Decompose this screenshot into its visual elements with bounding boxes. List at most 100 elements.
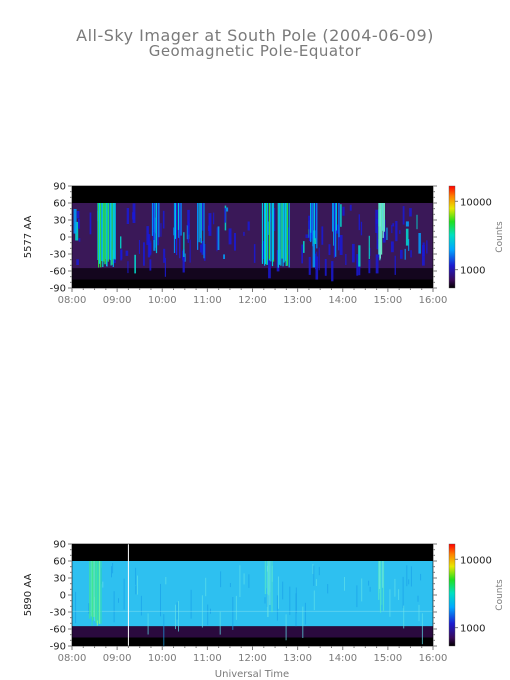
texture-streak xyxy=(405,221,409,227)
bright-band xyxy=(280,203,282,266)
bright-band xyxy=(102,203,104,267)
texture-streak xyxy=(313,590,315,611)
texture-streak xyxy=(313,565,315,586)
texture-streak xyxy=(405,228,409,246)
texture-streak xyxy=(178,601,179,632)
texture-streak xyxy=(187,209,190,226)
texture-streak xyxy=(228,228,232,245)
texture-streak xyxy=(220,571,222,588)
texture-streak xyxy=(235,595,237,620)
texture-streak xyxy=(416,214,418,230)
x-tick-label: 10:00 xyxy=(148,653,177,664)
texture-streak xyxy=(223,254,225,259)
bright-band xyxy=(379,203,381,259)
bright-band xyxy=(104,203,106,265)
y-tick-label: 90 xyxy=(53,182,66,193)
texture-streak xyxy=(404,248,406,260)
bright-band xyxy=(264,203,267,265)
bright-band xyxy=(335,203,337,257)
texture-streak xyxy=(219,611,221,635)
bright-band xyxy=(261,203,264,264)
texture-streak xyxy=(356,254,359,276)
bright-band xyxy=(288,203,290,268)
y-tick-label: 30 xyxy=(53,216,66,227)
bright-band xyxy=(266,203,268,265)
bright-band xyxy=(176,203,178,256)
texture-streak xyxy=(78,238,81,242)
y-tick-label: 60 xyxy=(53,199,66,210)
texture-streak xyxy=(75,221,79,241)
chart-subtitle: Geomagnetic Pole-Equator xyxy=(148,42,362,60)
texture-streak xyxy=(208,225,210,231)
texture-streak xyxy=(336,224,339,234)
texture-streak xyxy=(408,239,410,251)
x-tick-label: 10:00 xyxy=(148,295,177,306)
bright-band xyxy=(100,561,102,624)
texture-streak xyxy=(421,613,423,645)
bright-band xyxy=(265,561,267,589)
bright-band xyxy=(268,203,270,259)
texture-streak xyxy=(123,578,125,610)
bright-band xyxy=(100,203,102,268)
texture-streak xyxy=(308,256,311,275)
texture-streak xyxy=(209,215,211,235)
x-tick-label: 14:00 xyxy=(328,653,357,664)
y-axis-label: 5577 AA xyxy=(23,216,34,259)
texture-streak xyxy=(352,243,355,263)
bright-band xyxy=(282,203,284,267)
texture-streak xyxy=(394,255,396,275)
bright-band xyxy=(382,561,384,588)
texture-streak xyxy=(345,254,347,265)
texture-streak xyxy=(295,587,297,614)
texture-streak xyxy=(164,257,166,277)
texture-streak xyxy=(247,221,250,231)
bright-band xyxy=(270,203,272,262)
texture-streak xyxy=(232,597,234,630)
texture-streak xyxy=(358,214,360,231)
texture-streak xyxy=(234,233,236,251)
chart-title: All-Sky Imager at South Pole (2004-06-09… xyxy=(76,26,434,45)
x-tick-label: 16:00 xyxy=(419,653,448,664)
y-tick-label: -90 xyxy=(50,642,66,653)
texture-streak xyxy=(340,204,342,227)
colorbar-tick-label: 10000 xyxy=(460,555,492,566)
texture-streak xyxy=(183,232,185,257)
bright-band xyxy=(113,203,115,259)
texture-streak xyxy=(75,591,77,624)
bright-band xyxy=(316,203,318,249)
bright-band xyxy=(203,203,205,259)
texture-streak xyxy=(358,261,361,276)
bright-band xyxy=(98,203,100,268)
texture-streak xyxy=(137,575,138,595)
bright-band xyxy=(271,203,274,267)
texture-streak xyxy=(120,236,122,249)
x-tick-label: 08:00 xyxy=(58,653,87,664)
bright-band xyxy=(154,203,156,248)
texture-streak xyxy=(182,249,185,273)
bright-band xyxy=(266,203,268,265)
colorbar-label: Counts xyxy=(495,221,505,253)
texture-streak xyxy=(165,577,167,585)
bright-band xyxy=(103,203,105,262)
bright-band xyxy=(89,561,91,619)
lower-band xyxy=(72,268,433,280)
colorbar-tick-label: 1000 xyxy=(460,624,485,635)
bright-band xyxy=(96,561,98,621)
texture-streak xyxy=(163,614,165,647)
texture-streak xyxy=(368,580,370,586)
data-area xyxy=(72,561,433,627)
texture-streak xyxy=(243,231,245,236)
bright-band xyxy=(173,203,176,253)
bright-band xyxy=(286,203,288,266)
y-axis-label: 5890 AA xyxy=(23,574,34,617)
bright-band xyxy=(283,203,285,263)
bright-band xyxy=(197,203,199,250)
texture-streak xyxy=(135,585,137,595)
texture-streak xyxy=(189,239,191,263)
bright-band xyxy=(107,203,109,262)
texture-streak xyxy=(358,245,361,267)
texture-streak xyxy=(386,227,388,240)
texture-streak xyxy=(304,602,306,625)
texture-streak xyxy=(408,579,410,585)
